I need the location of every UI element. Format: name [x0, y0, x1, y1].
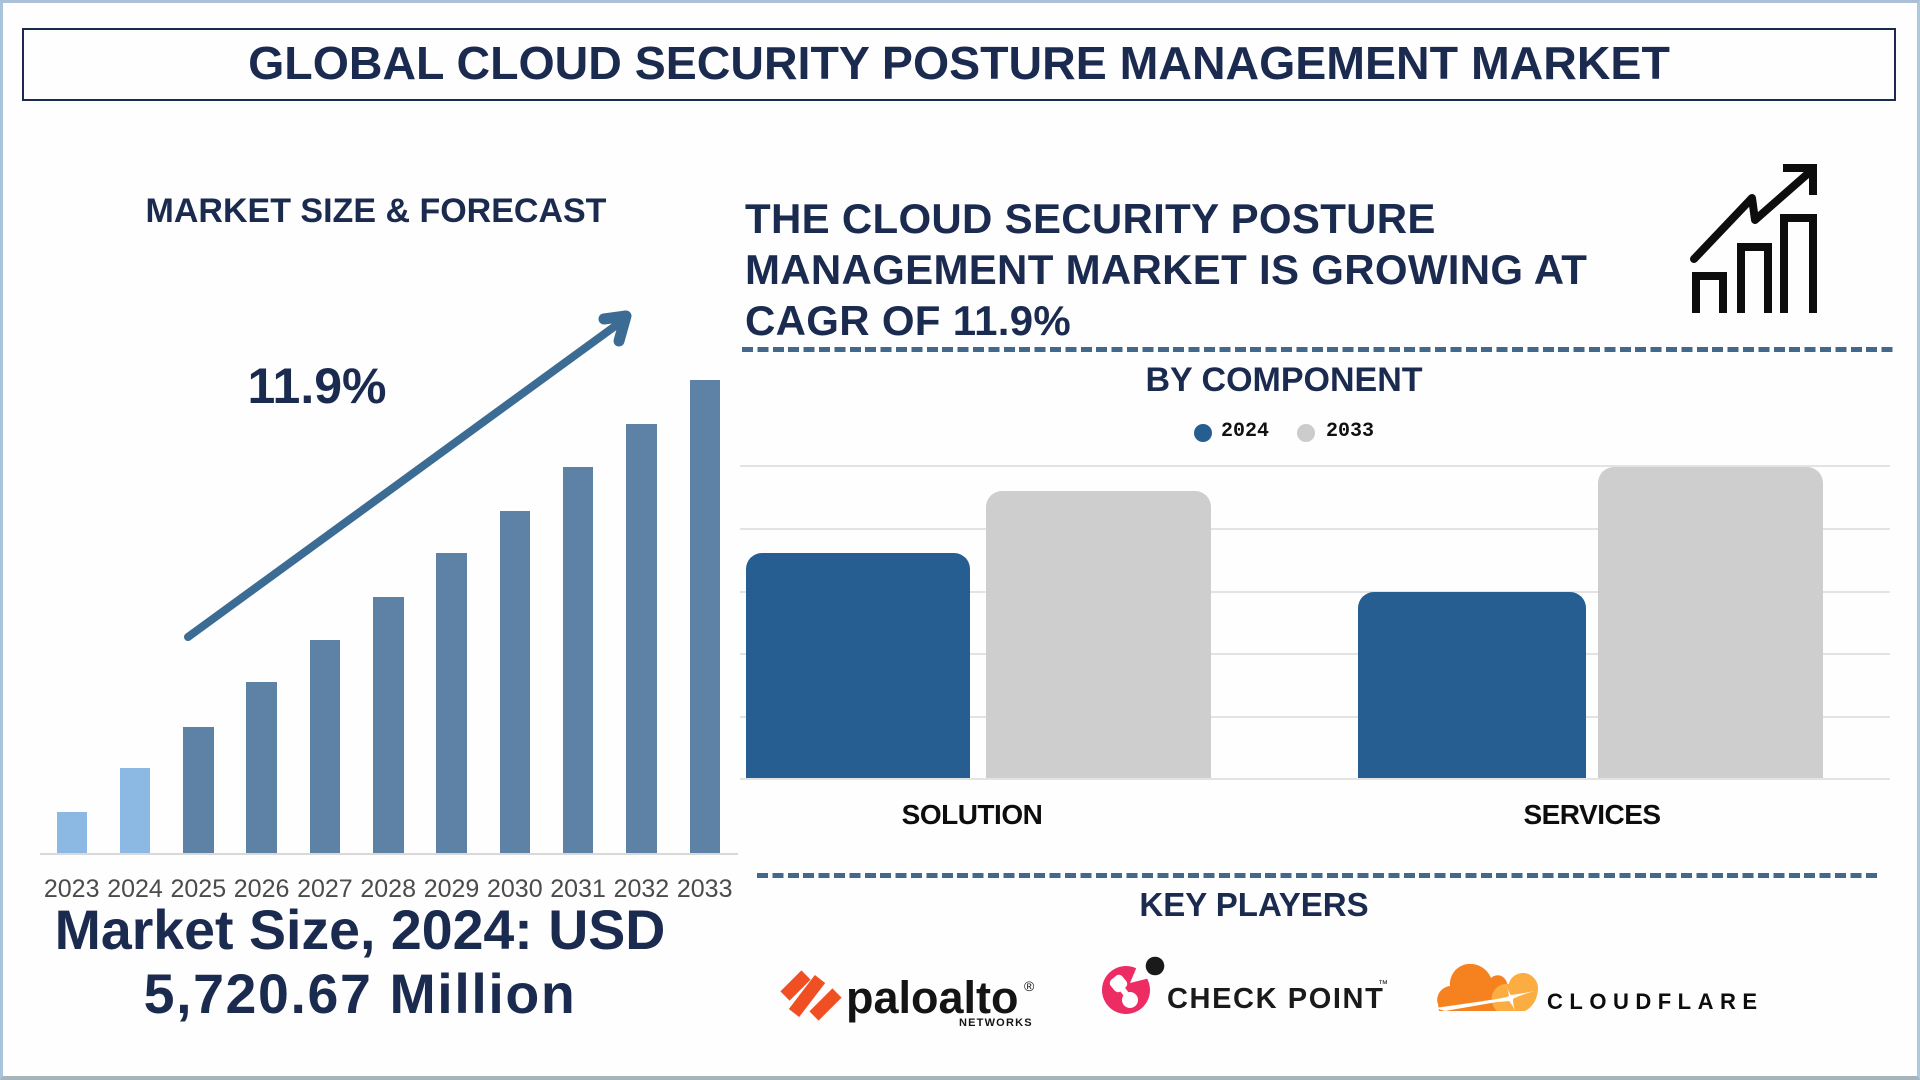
svg-text:paloalto: paloalto [846, 972, 1019, 1023]
svg-text:CHECK POINT: CHECK POINT [1167, 983, 1384, 1015]
svg-text:™: ™ [1378, 979, 1388, 990]
svg-text:®: ® [1024, 978, 1035, 994]
svg-text:CLOUDFLARE: CLOUDFLARE [1547, 989, 1763, 1014]
svg-text:NETWORKS: NETWORKS [959, 1017, 1033, 1029]
